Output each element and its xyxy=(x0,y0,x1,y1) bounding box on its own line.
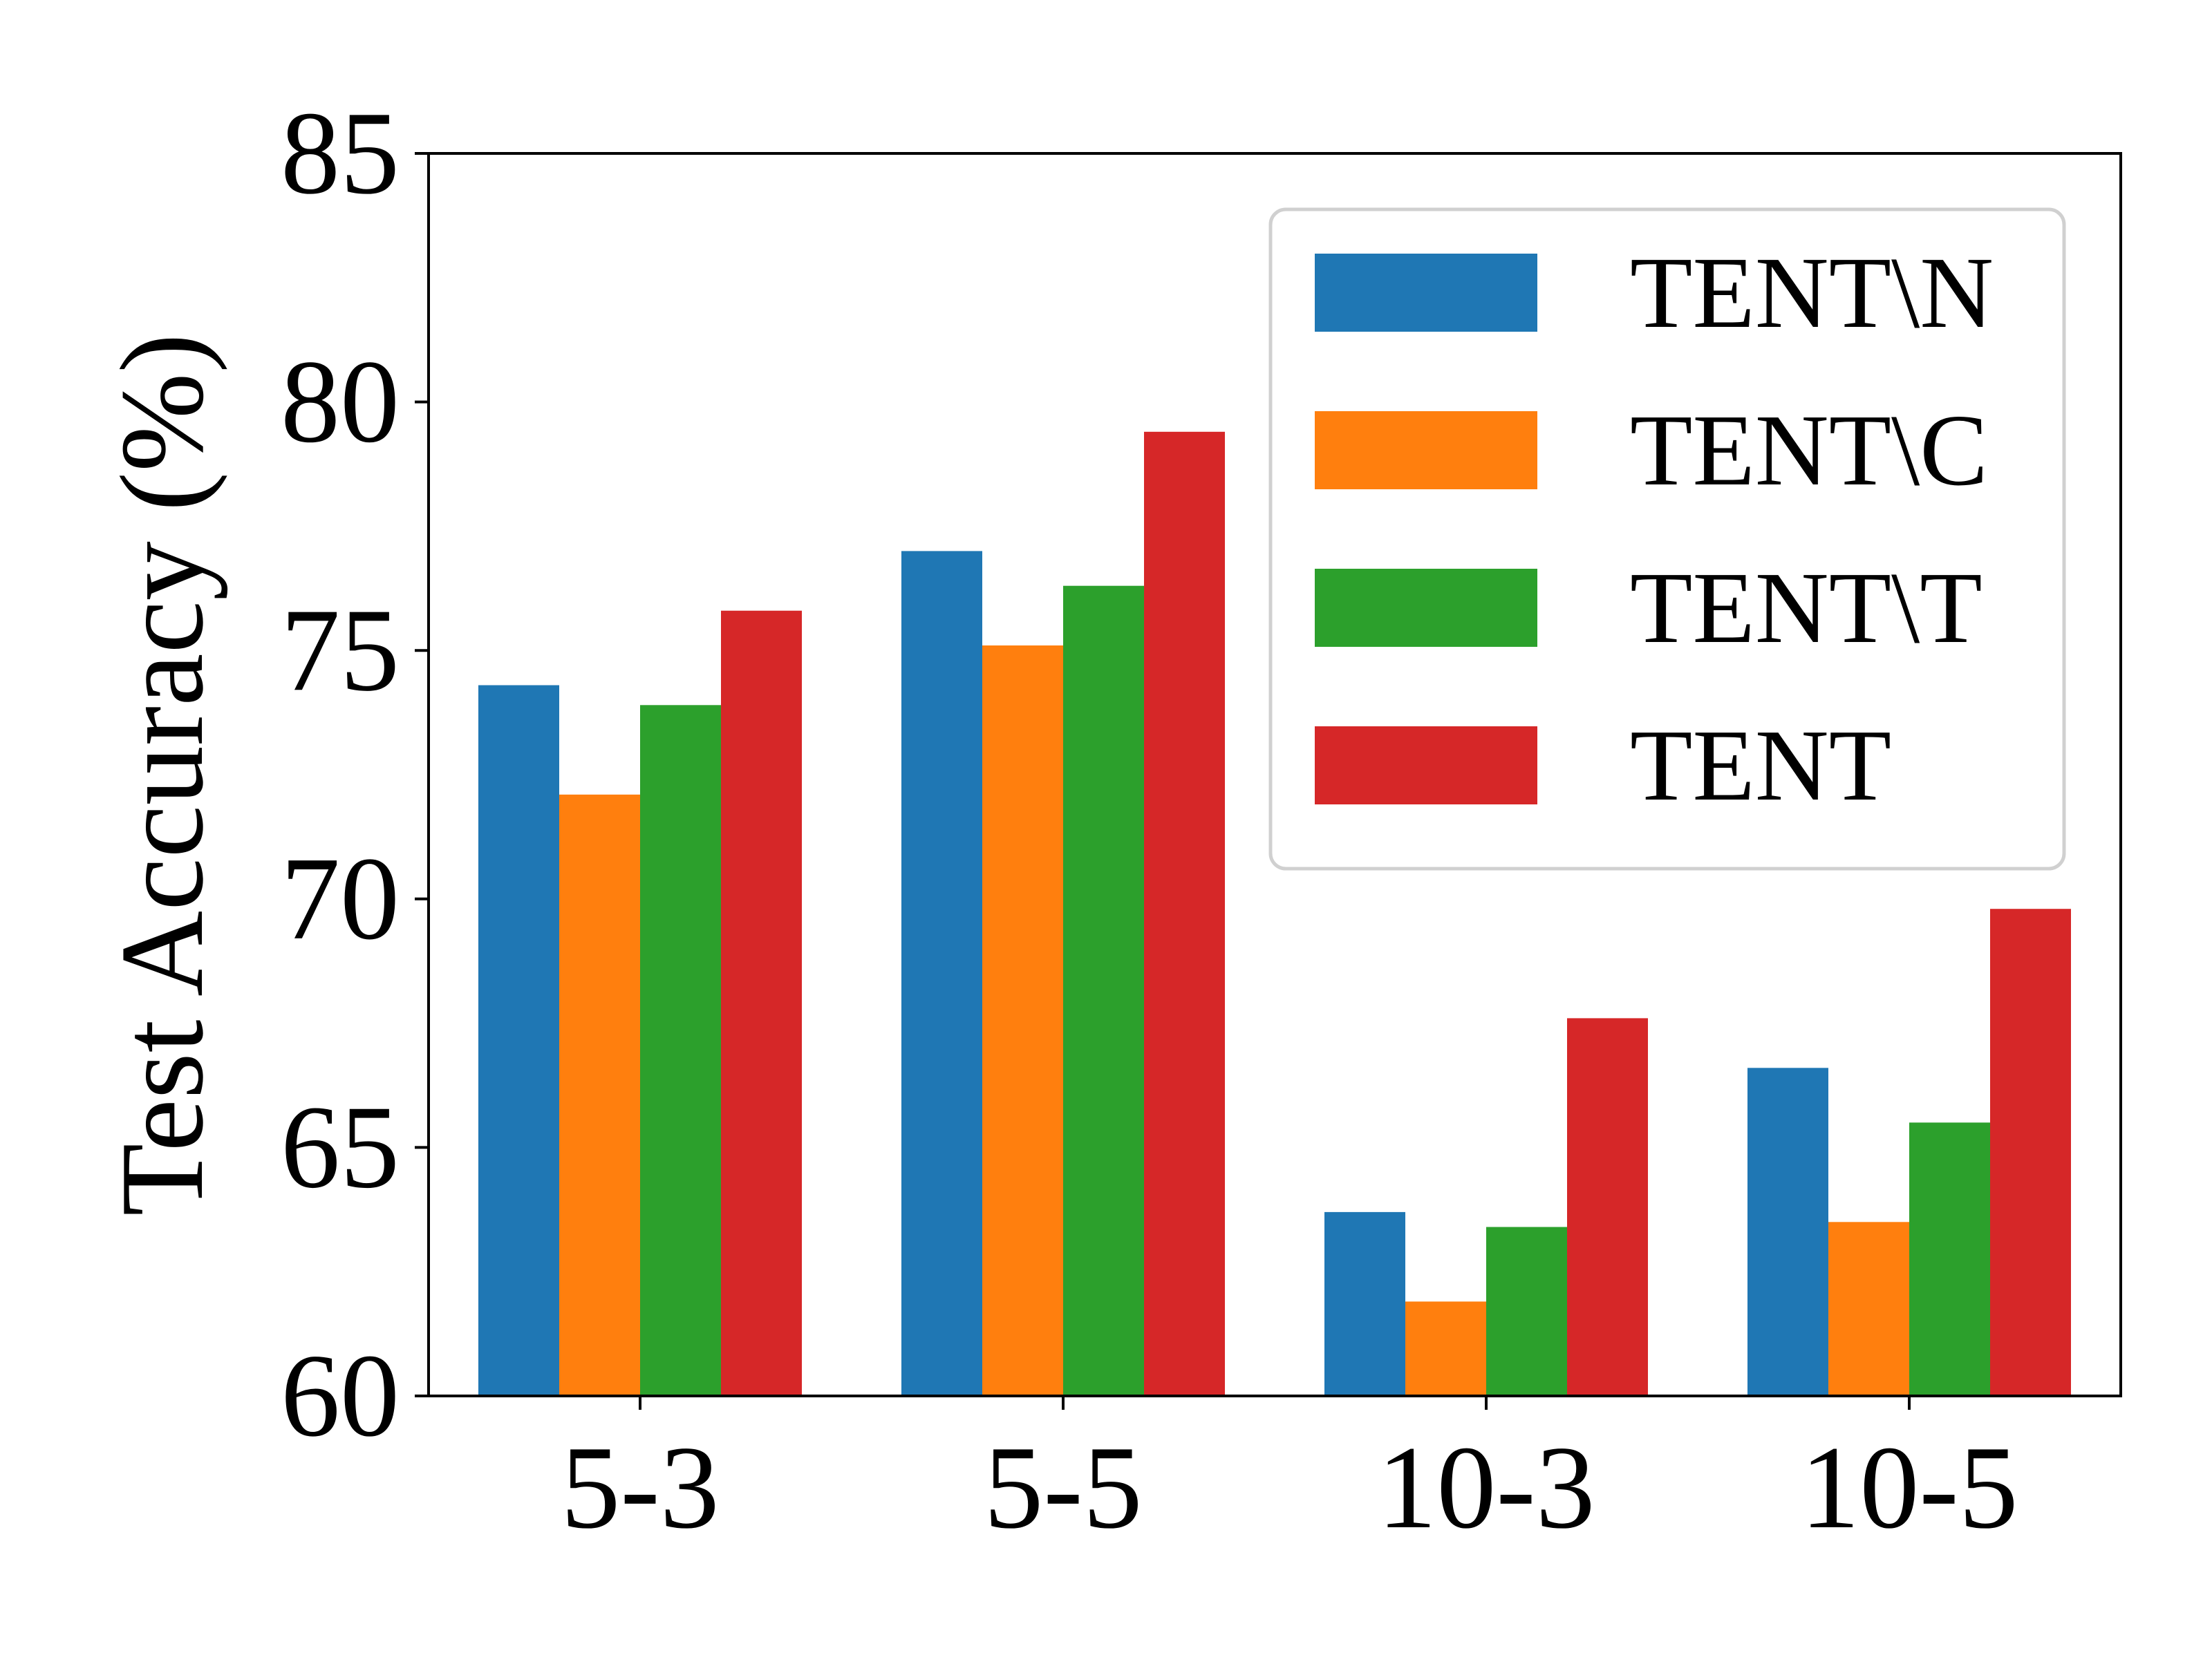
x-axis: 5-3 5-5 10-3 10-5 xyxy=(561,1396,2018,1554)
y-tick-label: 60 xyxy=(281,1330,400,1462)
bar-10-5-4 xyxy=(1990,909,2071,1396)
y-axis: 60 65 70 75 80 85 xyxy=(281,88,429,1462)
y-tick-label: 85 xyxy=(281,88,400,219)
y-tick-label: 65 xyxy=(281,1082,400,1213)
legend-swatch-1 xyxy=(1315,254,1537,332)
bar-5-3-3 xyxy=(640,705,721,1396)
bar-5-3-4 xyxy=(721,610,802,1397)
bar-10-3-4 xyxy=(1567,1018,1648,1396)
bar-5-3-2 xyxy=(559,794,640,1396)
y-axis-title: Test Accuracy (%) xyxy=(97,333,228,1216)
legend-swatch-2 xyxy=(1315,411,1537,489)
bar-5-5-4 xyxy=(1144,431,1225,1396)
legend-label-1: TENT\N xyxy=(1630,236,1994,350)
bar-10-5-1 xyxy=(1747,1068,1828,1396)
x-tick-label: 5-3 xyxy=(561,1422,719,1554)
bar-5-5-3 xyxy=(1063,585,1144,1397)
bar-10-3-3 xyxy=(1486,1227,1567,1396)
legend-items: TENT\N TENT\C TENT\T TENT xyxy=(1315,236,1994,822)
y-tick-label: 80 xyxy=(281,337,400,468)
bar-10-5-3 xyxy=(1909,1122,1990,1396)
x-tick-label: 5-5 xyxy=(984,1422,1142,1554)
bars-layer xyxy=(478,431,2071,1397)
legend-swatch-4 xyxy=(1315,726,1537,804)
legend-label-4: TENT xyxy=(1630,709,1891,822)
bar-5-3-1 xyxy=(478,685,559,1396)
y-tick-label: 75 xyxy=(281,585,400,716)
bar-5-5-2 xyxy=(982,645,1063,1396)
legend-label-3: TENT\T xyxy=(1630,551,1983,665)
legend-label-2: TENT\C xyxy=(1630,394,1988,507)
legend-box xyxy=(1268,207,2066,871)
x-tick-label: 10-5 xyxy=(1800,1422,2018,1554)
y-tick-label: 70 xyxy=(281,833,400,965)
x-tick-label: 10-3 xyxy=(1377,1422,1595,1554)
bar-10-3-2 xyxy=(1405,1301,1486,1396)
bar-10-3-1 xyxy=(1324,1211,1405,1396)
legend-swatch-3 xyxy=(1315,569,1537,647)
bar-10-5-2 xyxy=(1828,1222,1909,1396)
plot-frame xyxy=(427,152,2122,1397)
legend: TENT\N TENT\C TENT\T TENT xyxy=(1268,207,2066,871)
bar-5-5-1 xyxy=(901,551,982,1396)
